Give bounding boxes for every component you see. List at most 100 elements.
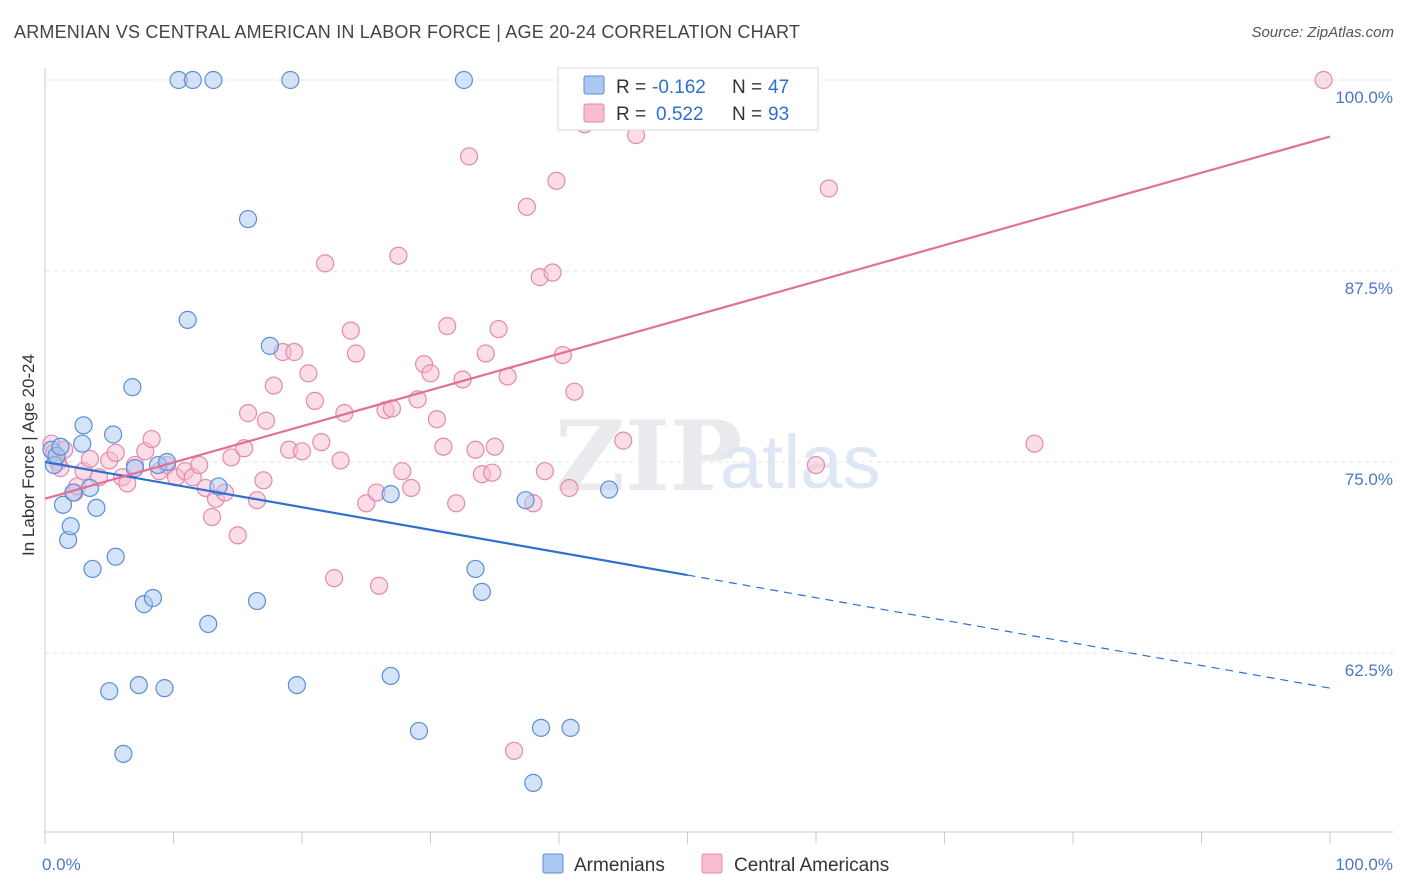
central-point	[285, 342, 304, 362]
armenian-point	[74, 416, 93, 435]
armenian-point	[106, 547, 125, 566]
armenian-point	[472, 582, 491, 601]
central-point	[438, 316, 457, 336]
central-point	[547, 171, 566, 190]
armenian-point	[600, 480, 619, 499]
central-point	[331, 451, 350, 470]
central-point	[483, 463, 502, 482]
central-point	[485, 437, 504, 456]
trend-lines	[44, 135, 1331, 689]
chart-title: ARMENIAN VS CENTRAL AMERICAN IN LABOR FO…	[14, 22, 801, 42]
central-point	[202, 507, 222, 527]
central-point	[560, 478, 579, 498]
armenian-point	[183, 70, 202, 90]
armenian-point	[123, 378, 142, 397]
central-point	[614, 431, 633, 450]
central-point	[806, 455, 826, 475]
legend-n-label-2: N =	[732, 104, 762, 125]
central-point	[264, 376, 283, 395]
armenian-point	[51, 437, 70, 456]
legend-r-value-1: -0.162	[652, 77, 706, 98]
grid-lines	[45, 79, 1393, 654]
armenian-point	[524, 773, 543, 792]
legend-r-label-1: R =	[616, 77, 646, 98]
legend-n-label-1: N =	[732, 77, 762, 98]
central-point	[535, 462, 554, 481]
y-axis-label: In Labor Force | Age 20-24	[19, 354, 38, 556]
central-americans-trend-line	[44, 135, 1331, 500]
central-point	[190, 455, 209, 475]
central-point	[142, 429, 161, 449]
central-point	[254, 471, 273, 490]
legend-swatch-armenian	[583, 75, 605, 95]
watermark: ZIP atlas	[555, 400, 881, 513]
central-point	[312, 433, 331, 452]
central-point	[389, 246, 408, 265]
central-point	[393, 462, 412, 481]
central-point	[489, 319, 508, 339]
central-point	[335, 404, 354, 423]
legend-n-value-2: 93	[768, 104, 789, 125]
y-tick-label: 87.5%	[1345, 279, 1393, 298]
armenian-point	[247, 591, 267, 611]
central-point	[819, 179, 838, 198]
armenian-point	[129, 675, 148, 695]
armenian-point	[466, 559, 485, 579]
central-point	[228, 526, 247, 545]
armenian-point	[155, 679, 174, 698]
central-point	[325, 569, 344, 588]
central-point	[1025, 434, 1044, 453]
armenian-point	[381, 484, 400, 504]
armenians-points	[42, 70, 619, 792]
armenian-point	[100, 682, 119, 701]
armenian-point	[531, 718, 551, 737]
armenians-trend-line	[44, 460, 688, 577]
central-point	[80, 449, 100, 469]
central-point	[427, 410, 447, 429]
armenian-point	[238, 209, 258, 229]
central-point	[370, 576, 389, 595]
central-point	[434, 437, 453, 456]
central-point	[346, 344, 366, 363]
x-tick-label-min: 0.0%	[42, 855, 81, 874]
y-tick-label: 62.5%	[1345, 661, 1393, 680]
armenian-point	[409, 721, 429, 741]
central-point	[504, 741, 524, 760]
legend-r-label-2: R =	[616, 104, 646, 125]
armenian-point	[281, 70, 300, 90]
central-point	[447, 494, 466, 513]
armenian-point	[516, 491, 535, 510]
y-tick-labels: 100.0% 87.5% 75.0% 62.5%	[1335, 88, 1393, 680]
armenian-point	[454, 70, 474, 90]
central-point	[299, 364, 318, 383]
legend-r-value-2: 0.522	[656, 104, 704, 125]
armenian-point	[204, 70, 223, 90]
source-label: Source: ZipAtlas.com	[1251, 24, 1394, 41]
armenians-trend-extension	[687, 574, 1331, 689]
central-point	[476, 344, 495, 363]
central-point	[543, 263, 562, 282]
bottom-legend-armenians: Armenians	[574, 855, 665, 876]
y-tick-label: 100.0%	[1335, 88, 1393, 107]
central-point	[517, 197, 536, 216]
central-point	[106, 443, 125, 462]
central-point	[421, 364, 440, 383]
armenian-point	[143, 588, 163, 608]
correlation-legend: R = -0.162 N = 47 R = 0.522 N = 93	[557, 67, 819, 131]
armenian-point	[287, 675, 306, 695]
legend-n-value-1: 47	[768, 77, 789, 98]
x-tick-label-max: 100.0%	[1335, 855, 1393, 874]
armenian-point	[73, 434, 92, 453]
watermark-zip: ZIP	[555, 400, 742, 513]
central-point	[305, 391, 324, 410]
central-point	[1314, 70, 1333, 90]
y-tick-label: 75.0%	[1345, 470, 1393, 489]
central-point	[565, 382, 584, 401]
central-point	[341, 321, 360, 340]
armenian-point	[87, 498, 106, 517]
x-tick-marks	[44, 832, 1331, 844]
central-point	[402, 478, 421, 498]
central-point	[466, 440, 485, 459]
central-point	[316, 254, 335, 273]
